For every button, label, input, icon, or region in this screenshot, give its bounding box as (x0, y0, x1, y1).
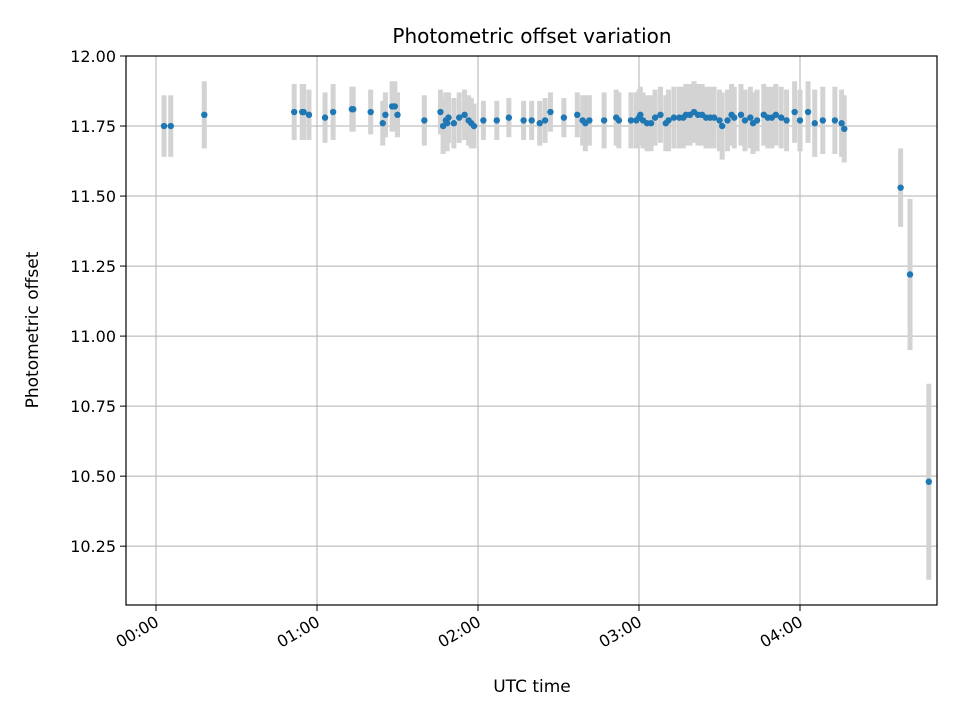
data-point (382, 111, 389, 119)
data-point (305, 111, 313, 119)
y-tick-label: 10.75 (70, 397, 116, 416)
data-point (731, 114, 738, 121)
data-point (724, 117, 731, 124)
x-tick-label: 03:00 (596, 612, 645, 652)
y-tick-label: 11.25 (70, 257, 116, 276)
data-point (541, 117, 549, 124)
data-point (456, 114, 463, 121)
data-point (783, 117, 790, 124)
data-points (160, 103, 932, 485)
x-tick-label: 02:00 (435, 612, 484, 652)
data-point (321, 114, 329, 121)
plot-frame (125, 55, 938, 606)
data-point (841, 125, 848, 133)
data-point (716, 117, 723, 124)
data-point (906, 271, 914, 278)
data-point (747, 114, 754, 121)
y-tick-label: 10.50 (70, 467, 116, 486)
x-tick-label: 01:00 (274, 612, 323, 652)
data-point (300, 108, 307, 116)
data-point (710, 114, 718, 121)
data-point (290, 108, 298, 116)
y-tick-label: 12.00 (70, 47, 116, 66)
data-point (600, 117, 608, 124)
errorbars (161, 81, 932, 580)
data-point (586, 117, 593, 124)
data-point (461, 111, 468, 119)
data-point (657, 111, 664, 119)
x-tick-label: 04:00 (757, 612, 806, 652)
data-point (201, 111, 208, 119)
data-point (536, 120, 543, 127)
y-tick-label: 11.00 (70, 327, 116, 346)
data-point (737, 111, 745, 119)
data-point (520, 117, 527, 124)
data-point (627, 117, 635, 124)
data-point (772, 111, 780, 119)
data-point (160, 122, 168, 130)
chart-title: Photometric offset variation (392, 24, 671, 48)
data-point (615, 117, 623, 124)
data-point (367, 108, 374, 116)
data-point (480, 117, 487, 124)
y-tick-label: 10.25 (70, 537, 116, 556)
data-point (804, 108, 812, 116)
x-tick-label: 00:00 (113, 612, 162, 652)
data-point (819, 117, 827, 124)
data-point (838, 120, 845, 127)
data-point (560, 114, 568, 121)
data-point (350, 106, 357, 113)
data-point (665, 117, 672, 124)
data-point (443, 120, 451, 127)
data-point (329, 108, 337, 116)
data-point (925, 478, 932, 485)
data-point (437, 108, 444, 116)
data-point (450, 120, 458, 127)
data-point (791, 108, 798, 116)
data-point (637, 111, 644, 119)
data-point (167, 122, 174, 130)
data-point (379, 120, 386, 127)
data-point (778, 114, 785, 121)
data-point (811, 120, 818, 127)
data-point (897, 184, 904, 191)
data-point (796, 117, 804, 124)
x-axis-label: UTC time (493, 677, 571, 697)
data-point (574, 111, 581, 119)
data-point (741, 117, 749, 124)
data-point (651, 114, 659, 121)
data-point (647, 120, 655, 127)
data-point (470, 122, 478, 130)
data-point (493, 117, 500, 124)
data-point (505, 114, 513, 121)
data-point (394, 111, 401, 119)
y-tick-label: 11.75 (70, 117, 116, 136)
data-point (670, 114, 678, 121)
data-point (528, 117, 535, 124)
data-point (718, 122, 726, 130)
y-tick-label: 11.50 (70, 187, 116, 206)
data-point (391, 103, 399, 110)
data-point (421, 117, 428, 124)
data-point (547, 108, 554, 116)
y-axis-label: Photometric offset (23, 251, 43, 408)
data-point (445, 114, 452, 121)
data-point (831, 117, 839, 124)
data-point (753, 117, 761, 124)
